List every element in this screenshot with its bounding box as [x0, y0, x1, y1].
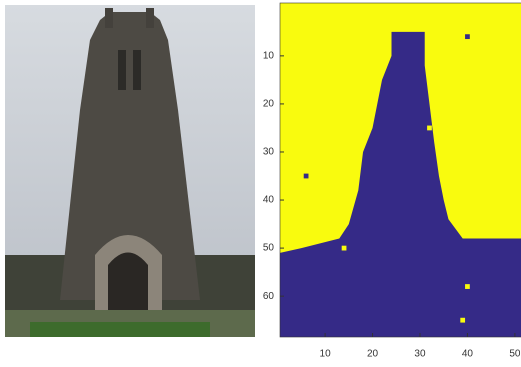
x-tick-label: 50 — [509, 349, 521, 360]
spot — [342, 246, 347, 251]
photo — [5, 5, 255, 337]
y-tick-label: 40 — [263, 195, 275, 206]
y-tick-label: 20 — [263, 99, 275, 110]
x-tick-label: 20 — [367, 349, 379, 360]
y-tick-label: 60 — [263, 291, 275, 302]
spot — [289, 174, 294, 179]
spot — [460, 318, 465, 323]
spot — [465, 284, 470, 289]
plot-area — [280, 3, 521, 337]
spot — [304, 174, 309, 179]
spot — [427, 126, 432, 131]
x-tick-label: 10 — [320, 349, 332, 360]
y-tick-label: 10 — [263, 51, 275, 62]
spot — [465, 34, 470, 39]
x-tick-label: 30 — [414, 349, 426, 360]
y-tick-label: 50 — [263, 243, 275, 254]
y-tick-label: 30 — [263, 147, 275, 158]
x-tick-label: 40 — [462, 349, 474, 360]
figure: 10 20 30 40 50 60 10 20 30 40 50 — [0, 0, 521, 367]
